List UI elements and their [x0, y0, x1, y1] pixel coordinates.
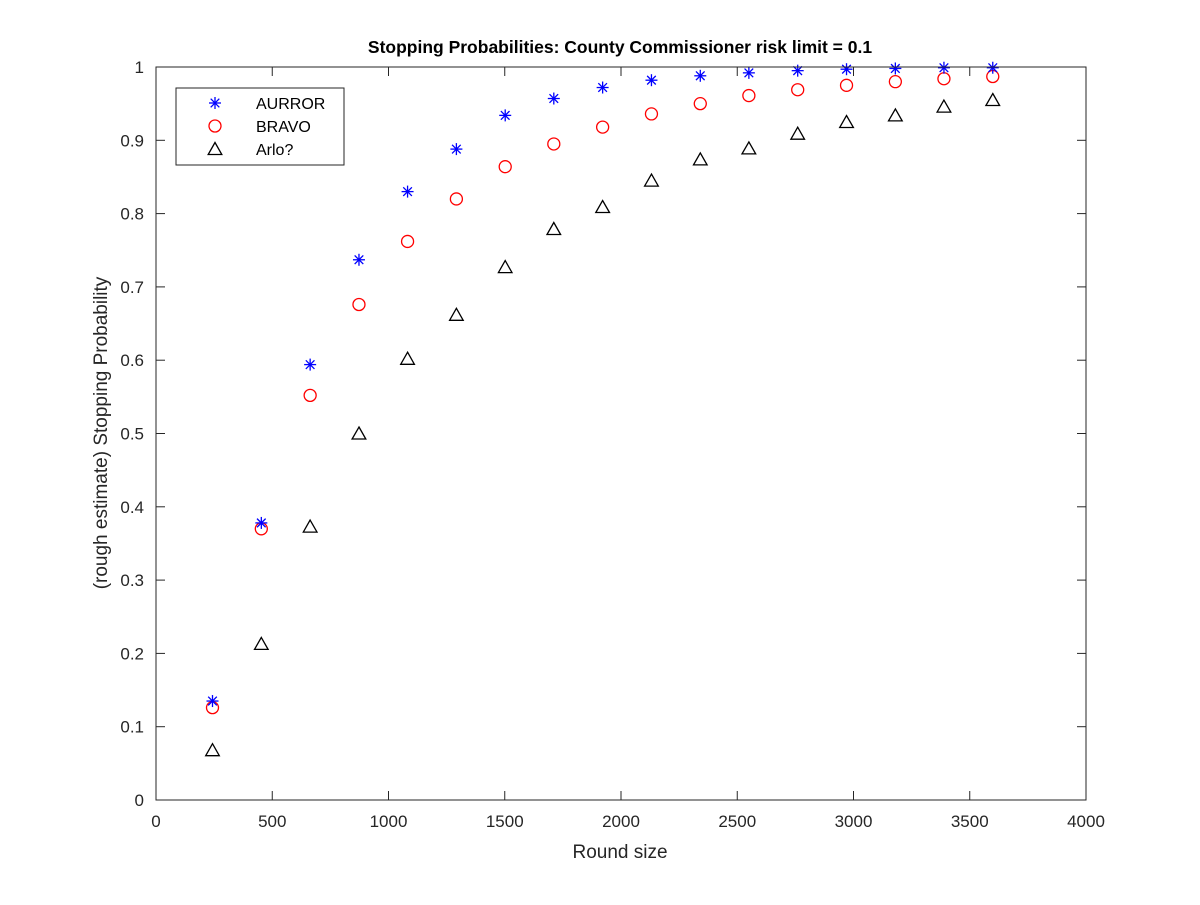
data-point: [840, 63, 853, 76]
legend-box: [175, 87, 345, 166]
data-point: [448, 306, 465, 321]
data-point: [499, 109, 512, 122]
data-point: [694, 69, 707, 82]
plot-area-box: [155, 66, 1087, 801]
data-point: [791, 83, 805, 97]
y-tick-label: 0.3: [120, 571, 144, 590]
data-point: [302, 518, 319, 533]
series-arlo: [204, 92, 1001, 757]
data-point: [984, 92, 1001, 107]
y-tick-label: 0.8: [120, 205, 144, 224]
x-axis-label: Round size: [572, 842, 667, 863]
data-point: [449, 192, 464, 206]
data-point: [401, 185, 414, 198]
data-point: [255, 516, 268, 529]
x-tick-label: 1500: [486, 812, 524, 831]
x-tick-label: 4000: [1067, 812, 1105, 831]
data-point: [399, 350, 416, 365]
legend-label: AURROR: [256, 96, 325, 113]
legend: AURROR BRAVO Arlo?: [175, 87, 345, 166]
legend-label: BRAVO: [256, 119, 311, 136]
data-point: [740, 140, 757, 155]
data-point: [400, 234, 415, 249]
y-axis-label: (rough estimate) Stopping Probability: [91, 276, 112, 589]
x-tick-label: 2000: [602, 812, 640, 831]
data-point: [350, 425, 367, 440]
data-point: [887, 107, 904, 122]
data-point: [889, 62, 902, 75]
data-point: [693, 97, 707, 111]
data-point: [547, 92, 560, 105]
data-point: [644, 107, 659, 121]
data-point: [596, 81, 609, 94]
legend-label: Arlo?: [256, 142, 293, 159]
chart-title: Stopping Probabilities: County Commissio…: [368, 37, 872, 57]
data-point: [692, 151, 709, 166]
data-point: [838, 114, 855, 129]
y-tick-label: 0.1: [120, 718, 144, 737]
data-point: [789, 125, 806, 140]
axis-ticks: 0 500 1000 1500 2000 2500 3000 3500 4000 0 0.1 0.2 0…: [120, 58, 1105, 831]
y-tick-label: 0.7: [120, 278, 144, 297]
y-tick-label: 1: [135, 58, 144, 77]
data-point: [304, 358, 317, 371]
x-tick-label: 0: [151, 812, 160, 831]
data-point: [547, 137, 561, 151]
data-points: [204, 61, 1001, 757]
data-point: [839, 78, 854, 92]
data-point: [645, 74, 658, 87]
data-point: [986, 61, 999, 74]
data-point: [204, 742, 221, 757]
data-point: [643, 172, 660, 187]
x-tick-label: 2500: [718, 812, 756, 831]
data-point: [352, 253, 365, 266]
legend-marker: [209, 97, 221, 109]
data-point: [206, 695, 219, 708]
data-point: [888, 75, 902, 89]
data-point: [595, 120, 610, 134]
legend-marker: [208, 119, 222, 133]
y-tick-label: 0.6: [120, 351, 144, 370]
data-point: [594, 199, 611, 214]
y-tick-label: 0: [135, 791, 144, 810]
data-point: [937, 72, 951, 86]
y-tick-label: 0.2: [120, 644, 144, 663]
data-point: [303, 388, 317, 403]
y-tick-label: 0.4: [120, 498, 144, 517]
x-tick-label: 3500: [951, 812, 989, 831]
data-point: [937, 61, 950, 74]
data-point: [545, 221, 562, 236]
data-point: [497, 259, 514, 274]
data-point: [498, 160, 512, 174]
x-tick-label: 1000: [370, 812, 408, 831]
y-tick-label: 0.5: [120, 425, 144, 444]
x-tick-label: 3000: [835, 812, 873, 831]
series-bravo: [205, 69, 1000, 715]
data-point: [352, 297, 366, 312]
data-point: [791, 64, 804, 77]
data-point: [742, 66, 755, 79]
data-point: [742, 88, 756, 103]
data-point: [935, 98, 952, 113]
data-point: [450, 143, 463, 156]
legend-marker: [207, 141, 223, 156]
series-aurror: [206, 61, 999, 708]
data-point: [253, 636, 270, 651]
y-tick-label: 0.9: [120, 131, 144, 150]
x-tick-label: 500: [258, 812, 286, 831]
